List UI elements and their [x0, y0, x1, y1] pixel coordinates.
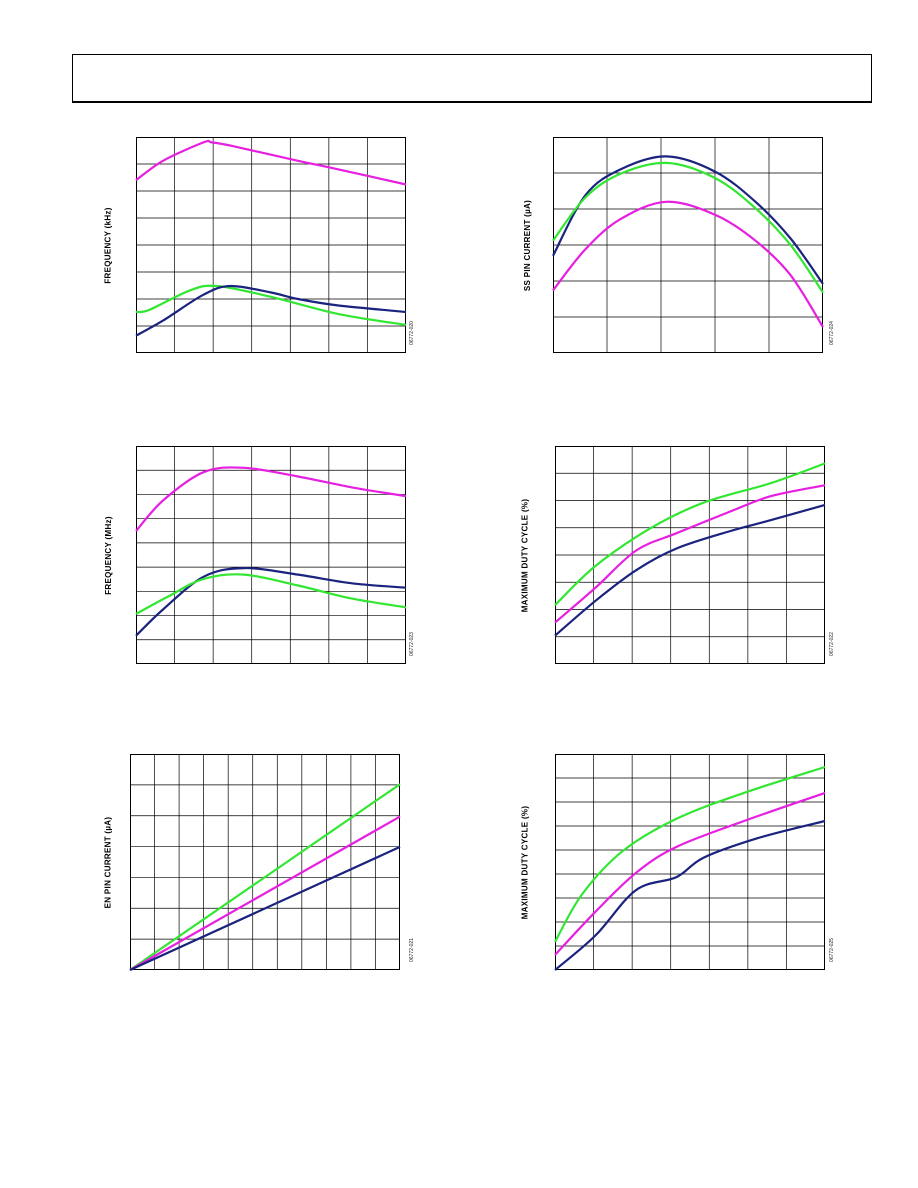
series-line-navy	[554, 503, 826, 637]
series-line-navy	[552, 155, 824, 285]
figure-id: 06772-022	[828, 632, 835, 656]
series-line-green	[554, 462, 826, 606]
y-axis-label: MAXIMUM DUTY CYCLE (%)	[520, 498, 530, 612]
page-header-box	[72, 54, 872, 103]
plot-frame	[553, 137, 823, 353]
y-axis-label: SS PIN CURRENT (µA)	[522, 199, 532, 291]
series-line-green	[129, 783, 401, 971]
series-line-magenta	[554, 791, 826, 956]
grid	[555, 754, 825, 970]
series-line-navy	[129, 845, 401, 972]
series-line-green	[554, 765, 826, 943]
series-line-green	[552, 161, 824, 294]
series-line-magenta	[135, 139, 407, 186]
series-line-green	[135, 573, 407, 615]
series-line-magenta	[554, 484, 826, 624]
grid	[136, 446, 406, 664]
chart-en-pin-current	[129, 754, 401, 972]
series-line-navy	[554, 819, 826, 971]
chart-max-duty-cycle-1	[554, 446, 826, 664]
chart-frequency-mhz	[135, 446, 407, 664]
y-axis-label: FREQUENCY (MHz)	[103, 515, 113, 595]
grid	[555, 446, 825, 664]
plot-frame	[130, 754, 400, 970]
figure-id: 06772-024	[828, 321, 835, 345]
series-line-magenta	[129, 815, 401, 971]
series-line-navy	[135, 566, 407, 637]
series-line-navy	[135, 284, 407, 337]
y-axis-label: MAXIMUM DUTY CYCLE (%)	[520, 805, 530, 919]
chart-ss-pin-current	[552, 137, 824, 353]
series-line-magenta	[552, 200, 824, 328]
grid	[130, 754, 400, 970]
plot-frame	[136, 137, 406, 353]
chart-frequency-khz	[135, 137, 407, 353]
plot-frame	[555, 446, 825, 664]
y-axis-label: EN PIN CURRENT (µA)	[103, 816, 113, 908]
figure-id: 06772-020	[408, 321, 415, 345]
y-axis-label: FREQUENCY (kHz)	[103, 206, 113, 284]
grid	[553, 137, 823, 353]
chart-max-duty-cycle-2	[554, 754, 826, 971]
grid	[136, 137, 406, 353]
series-line-magenta	[135, 466, 407, 532]
series-line-green	[135, 284, 407, 326]
plot-frame	[555, 754, 825, 970]
figure-id: 06772-023	[408, 632, 415, 656]
figure-id: 06772-021	[408, 938, 415, 962]
plot-frame	[136, 446, 406, 664]
figure-id: 06772-025	[828, 938, 835, 962]
